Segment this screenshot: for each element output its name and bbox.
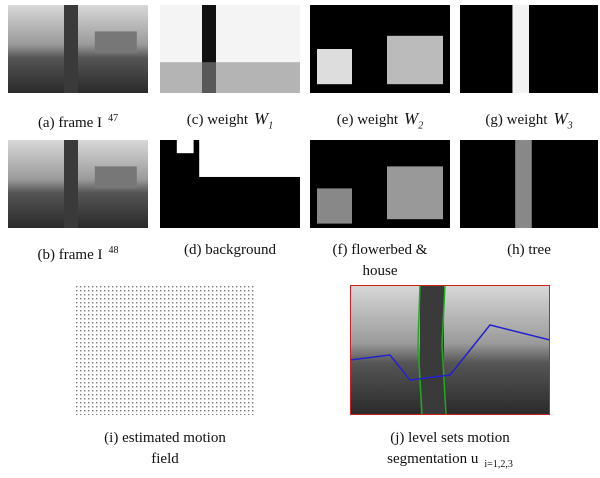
panel-image <box>310 140 450 228</box>
caption-line: field <box>65 449 265 470</box>
caption-text: field <box>151 451 179 467</box>
panel-image <box>350 285 550 415</box>
caption-line: (j) level sets motion <box>350 428 550 449</box>
caption-text: (i) estimated motion <box>104 430 226 446</box>
caption-text: (g) weight <box>485 112 547 128</box>
image-panel <box>310 140 450 228</box>
subscript: 3 <box>568 120 573 131</box>
image-panel <box>460 5 598 93</box>
caption-line: segmentation u i=1,2,3 <box>350 449 550 475</box>
panel-image <box>310 5 450 93</box>
caption: (g) weight W3 <box>429 108 600 136</box>
caption-line: (i) estimated motion <box>65 428 265 449</box>
caption-text: (j) level sets motion <box>390 430 510 446</box>
caption-text: (f) flowerbed & <box>333 242 428 258</box>
image-panel <box>75 285 255 415</box>
image-panel <box>8 5 148 93</box>
panel-image <box>160 140 300 228</box>
panel-image <box>8 140 148 228</box>
panel-image <box>160 5 300 93</box>
caption-text: (d) background <box>184 242 276 258</box>
image-panel <box>160 140 300 228</box>
caption-text: (c) weight <box>187 112 248 128</box>
panel-image <box>8 5 148 93</box>
image-panel <box>350 285 550 415</box>
image-panel <box>8 140 148 228</box>
panel-image <box>460 5 598 93</box>
panel-image <box>75 285 255 415</box>
caption: (i) estimated motion field <box>65 428 265 470</box>
caption-text: segmentation u <box>387 451 478 467</box>
caption-line: (g) weight W3 <box>429 108 600 136</box>
superscript: 48 <box>108 245 118 256</box>
image-panel <box>460 140 598 228</box>
caption-text: (b) frame I <box>38 247 103 263</box>
subscript: 2 <box>418 120 423 131</box>
caption-line: house <box>280 261 480 282</box>
caption-text: (h) tree <box>507 242 551 258</box>
caption-text: (a) frame I <box>38 115 102 131</box>
caption: (j) level sets motion segmentation u i=1,2… <box>350 428 550 475</box>
caption-line: (h) tree <box>429 240 600 261</box>
image-panel <box>310 5 450 93</box>
caption-text: (e) weight <box>337 112 398 128</box>
symbol: W2 <box>404 109 423 128</box>
symbol: W1 <box>254 109 273 128</box>
panel-image <box>460 140 598 228</box>
symbol: W3 <box>553 109 572 128</box>
subscript: i=1,2,3 <box>484 459 512 470</box>
superscript: 47 <box>108 113 118 124</box>
caption-text: house <box>363 263 398 279</box>
caption: (h) tree <box>429 240 600 261</box>
image-panel <box>160 5 300 93</box>
figure: (a) frame I 47 (c) weight W1 (e) weight W2 (g)… <box>0 0 600 478</box>
subscript: 1 <box>268 120 273 131</box>
